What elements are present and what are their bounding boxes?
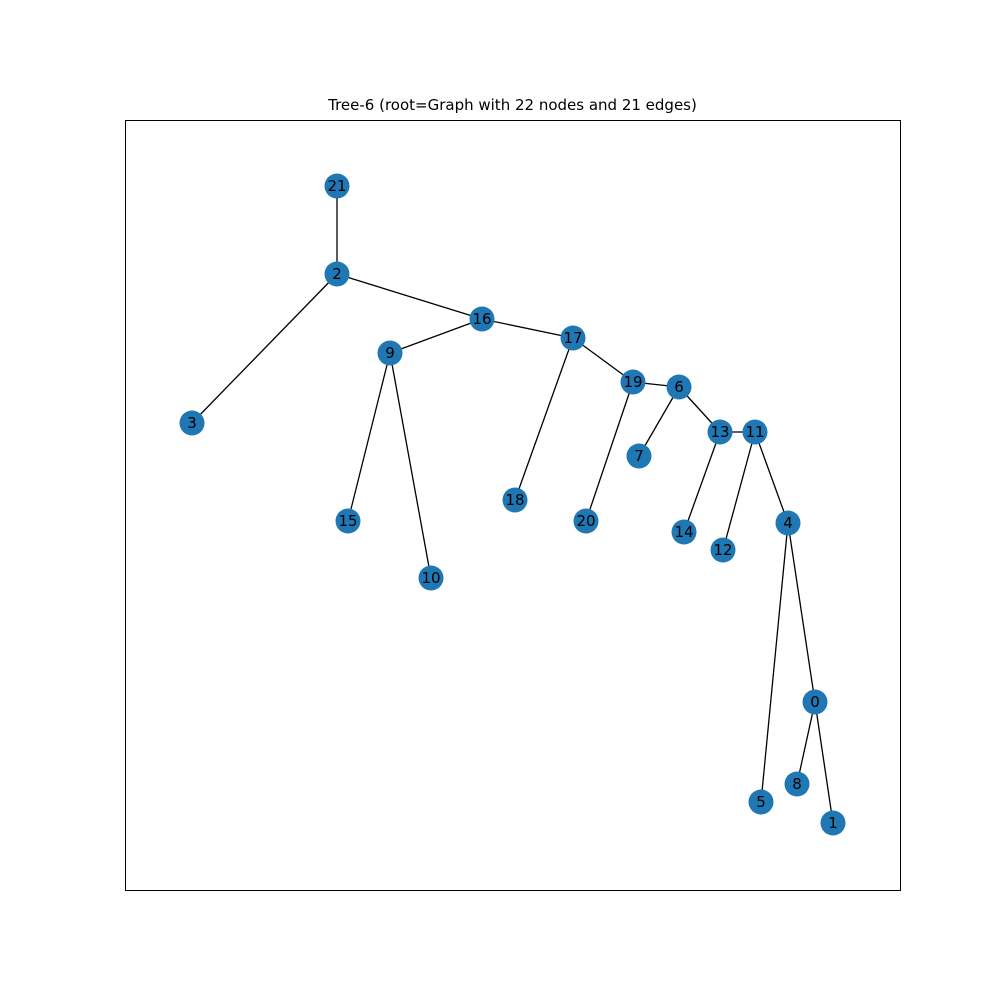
edge-16-9 <box>389 318 483 354</box>
node-label-21: 21 <box>327 177 346 195</box>
node-label-10: 10 <box>421 569 440 587</box>
plot-frame <box>125 120 901 891</box>
node-label-0: 0 <box>810 693 820 711</box>
node-circle-21 <box>324 173 350 199</box>
node-circle-18 <box>502 487 528 513</box>
node-13: 13 <box>707 419 733 445</box>
node-label-3: 3 <box>187 414 197 432</box>
edge-0-8 <box>796 701 816 785</box>
node-circle-1 <box>820 810 846 836</box>
node-circle-4 <box>775 510 801 536</box>
edge-9-15 <box>347 352 391 522</box>
node-label-16: 16 <box>472 310 491 328</box>
node-label-13: 13 <box>710 423 729 441</box>
node-label-20: 20 <box>576 512 595 530</box>
edge-4-0 <box>787 522 816 703</box>
node-3: 3 <box>179 410 205 436</box>
node-1: 1 <box>820 810 846 836</box>
node-label-5: 5 <box>756 793 766 811</box>
node-17: 17 <box>560 325 586 351</box>
node-label-15: 15 <box>338 512 357 530</box>
edge-9-10 <box>389 352 432 579</box>
node-14: 14 <box>671 519 697 545</box>
edge-4-5 <box>760 522 789 803</box>
node-circle-16 <box>469 306 495 332</box>
node-20: 20 <box>573 508 599 534</box>
node-label-6: 6 <box>674 378 684 396</box>
edge-6-7 <box>638 386 680 457</box>
node-21: 21 <box>324 173 350 199</box>
node-label-9: 9 <box>385 344 395 362</box>
node-circle-7 <box>626 443 652 469</box>
node-0: 0 <box>802 689 828 715</box>
node-circle-10 <box>418 565 444 591</box>
node-8: 8 <box>784 771 810 797</box>
node-19: 19 <box>620 369 646 395</box>
node-2: 2 <box>324 261 350 287</box>
node-16: 16 <box>469 306 495 332</box>
node-9: 9 <box>377 340 403 366</box>
node-label-7: 7 <box>634 447 644 465</box>
node-10: 10 <box>418 565 444 591</box>
node-circle-6 <box>666 374 692 400</box>
node-circle-19 <box>620 369 646 395</box>
node-label-4: 4 <box>783 514 793 532</box>
node-7: 7 <box>626 443 652 469</box>
node-circle-12 <box>710 537 736 563</box>
node-label-8: 8 <box>792 775 802 793</box>
node-12: 12 <box>710 537 736 563</box>
node-circle-20 <box>573 508 599 534</box>
edge-13-14 <box>683 431 721 533</box>
node-label-1: 1 <box>828 814 838 832</box>
node-label-11: 11 <box>745 423 764 441</box>
edge-19-20 <box>585 381 634 522</box>
node-circle-15 <box>335 508 361 534</box>
edge-17-18 <box>514 337 574 501</box>
node-5: 5 <box>748 789 774 815</box>
node-circle-13 <box>707 419 733 445</box>
node-label-2: 2 <box>332 265 342 283</box>
node-6: 6 <box>666 374 692 400</box>
node-label-14: 14 <box>674 523 693 541</box>
node-18: 18 <box>502 487 528 513</box>
edge-0-1 <box>814 701 834 824</box>
edge-11-4 <box>754 431 789 524</box>
node-circle-17 <box>560 325 586 351</box>
node-4: 4 <box>775 510 801 536</box>
node-label-18: 18 <box>505 491 524 509</box>
node-circle-3 <box>179 410 205 436</box>
edge-2-3 <box>191 273 338 424</box>
node-circle-8 <box>784 771 810 797</box>
node-circle-2 <box>324 261 350 287</box>
node-label-17: 17 <box>563 329 582 347</box>
node-circle-14 <box>671 519 697 545</box>
node-15: 15 <box>335 508 361 534</box>
node-circle-5 <box>748 789 774 815</box>
edge-11-12 <box>722 431 756 551</box>
node-circle-0 <box>802 689 828 715</box>
edge-2-16 <box>336 273 483 320</box>
figure-title: Tree-6 (root=Graph with 22 nodes and 21 … <box>328 96 697 114</box>
node-11: 11 <box>742 419 768 445</box>
node-circle-9 <box>377 340 403 366</box>
node-circle-11 <box>742 419 768 445</box>
node-label-19: 19 <box>623 373 642 391</box>
node-label-12: 12 <box>713 541 732 559</box>
edge-16-17 <box>481 318 574 339</box>
